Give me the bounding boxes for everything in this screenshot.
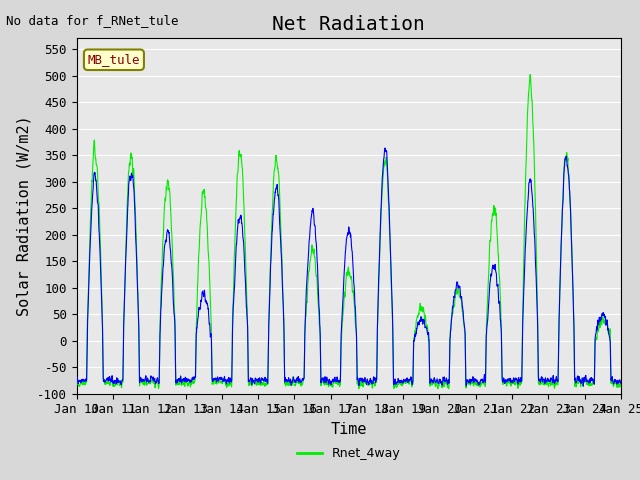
RNet_wat	[376, 228, 384, 234]
Legend: Rnet_4way: Rnet_4way	[292, 443, 406, 466]
Line: RNet_wat: RNet_wat	[77, 148, 621, 386]
Rnet_4way	[617, 382, 625, 388]
X-axis label: Time: Time	[330, 422, 367, 437]
Text: MB_tule: MB_tule	[88, 53, 140, 66]
Rnet_4way	[376, 229, 384, 235]
Rnet_4way	[73, 377, 81, 383]
RNet_wat	[617, 381, 625, 386]
Rnet_4way	[507, 383, 515, 389]
RNet_wat	[463, 383, 470, 389]
Line: Rnet_4way: Rnet_4way	[77, 74, 621, 389]
RNet_wat	[73, 375, 81, 381]
Y-axis label: Solar Radiation (W/m2): Solar Radiation (W/m2)	[17, 116, 31, 316]
Rnet_4way	[570, 295, 577, 301]
Title: Net Radiation: Net Radiation	[273, 15, 425, 34]
Rnet_4way	[365, 382, 372, 387]
RNet_wat	[508, 378, 515, 384]
RNet_wat	[570, 293, 577, 299]
RNet_wat	[381, 145, 389, 151]
Rnet_4way	[355, 386, 363, 392]
RNet_wat	[365, 379, 372, 385]
RNet_wat	[584, 379, 592, 384]
Rnet_4way	[225, 383, 232, 389]
RNet_wat	[225, 379, 232, 384]
Rnet_4way	[584, 381, 592, 387]
Rnet_4way	[526, 72, 534, 77]
Text: No data for f_RNet_tule: No data for f_RNet_tule	[6, 14, 179, 27]
